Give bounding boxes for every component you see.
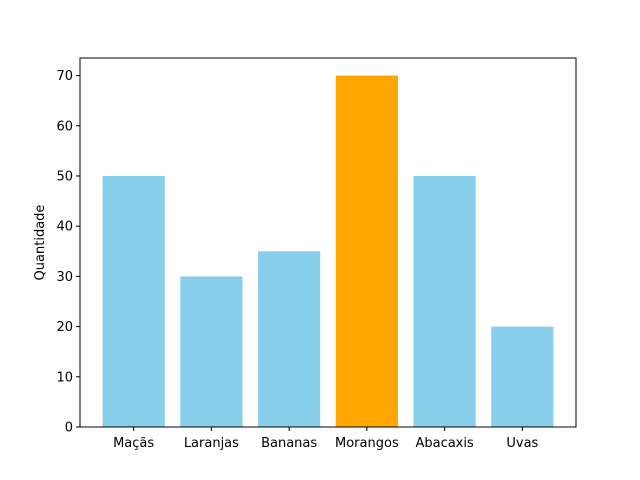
plot-frame [79, 57, 577, 428]
bars-group [102, 75, 554, 428]
y-tick-label: 70 [56, 69, 73, 84]
y-tick-label: 0 [65, 421, 73, 436]
bar-1 [180, 276, 243, 427]
bar-4 [413, 175, 476, 427]
y-tick-label: 30 [56, 270, 73, 285]
bar-5 [491, 326, 554, 427]
y-axis-label: Quantidade [33, 205, 48, 281]
y-tick-label: 20 [56, 320, 73, 335]
y-tick-label: 60 [56, 119, 73, 134]
x-tick-label: Uvas [506, 436, 538, 451]
x-tick-label: Laranjas [184, 436, 239, 451]
x-tick-label: Abacaxis [415, 436, 474, 451]
y-axis-ticks: 0 10 20 30 40 50 60 70 [56, 69, 80, 436]
x-tick-label: Maçãs [113, 436, 154, 451]
x-tick-label: Bananas [261, 436, 317, 451]
bar-2 [258, 251, 321, 427]
bar-3 [335, 75, 398, 428]
x-axis-ticks: Maçãs Laranjas Bananas Morangos Abacaxis Uvas [113, 427, 539, 451]
y-tick-label: 40 [56, 220, 73, 235]
y-tick-label: 10 [56, 370, 73, 385]
bar-0 [102, 175, 165, 427]
y-tick-label: 50 [56, 169, 73, 184]
x-tick-label: Morangos [335, 436, 399, 451]
